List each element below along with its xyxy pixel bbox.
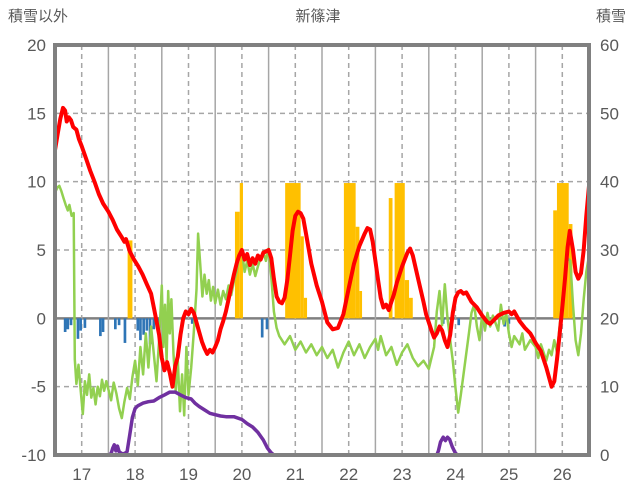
x-axis-tick: 19 [179, 465, 198, 484]
blue-bars-bar [123, 318, 127, 343]
precip-orange-bars-bar [127, 240, 133, 319]
left-axis-tick: -10 [21, 446, 46, 465]
x-axis-tick: 17 [72, 465, 91, 484]
x-axis-tick: 26 [553, 465, 572, 484]
blue-bars-bar [507, 318, 511, 324]
blue-bars-bar [142, 318, 145, 335]
blue-bars-bar [139, 318, 142, 341]
blue-bars-bar [79, 318, 82, 331]
blue-bars-bar [117, 318, 121, 326]
blue-bars-bar [152, 318, 156, 330]
precip-orange-bars-bar [285, 183, 301, 319]
x-axis-tick: 20 [232, 465, 251, 484]
blue-bars-bar [190, 318, 194, 324]
x-axis-tick: 25 [499, 465, 518, 484]
blue-bars-bar [114, 318, 117, 330]
right-axis-tick: 10 [600, 378, 619, 397]
left-axis-tick: 5 [37, 241, 46, 260]
x-axis-tick: 21 [286, 465, 305, 484]
blue-bars-bar [69, 318, 73, 326]
blue-bars-bar [101, 318, 105, 332]
blue-bars-bar [76, 318, 80, 339]
right-axis-tick: 60 [600, 36, 619, 55]
blue-bars-bar [260, 318, 264, 338]
right-axis-tick: 0 [600, 446, 609, 465]
precip-orange-bars-bar [404, 280, 410, 319]
red-line [54, 105, 590, 389]
left-axis-tick: 0 [37, 309, 46, 328]
blue-bars-bar [136, 318, 140, 331]
x-axis-tick: 22 [339, 465, 358, 484]
precip-orange-bars-bar [303, 297, 308, 319]
precip-orange-bars-bar [553, 210, 557, 319]
blue-bars-bar [63, 318, 67, 332]
blue-bars-bar [99, 318, 102, 337]
precip-orange-bars-bar [388, 198, 393, 319]
right-axis-tick: 20 [600, 309, 619, 328]
x-axis-tick: 18 [126, 465, 145, 484]
blue-bars-bar [265, 318, 269, 330]
left-axis-tick: 15 [27, 104, 46, 123]
right-axis-tick: 50 [600, 104, 619, 123]
precip-orange-bars-bar [343, 183, 356, 319]
plot-border [53, 43, 591, 457]
precip-orange-bars-bar [359, 291, 363, 319]
right-axis-tick: 30 [600, 241, 619, 260]
precip-orange-bars-bar [556, 183, 569, 319]
gridlines [55, 45, 589, 455]
blue-bars-bar [83, 318, 87, 328]
right-axis-tick: 40 [600, 173, 619, 192]
blue-bars-bar [145, 318, 149, 331]
precip-orange-bars-bar [300, 236, 304, 319]
chart-title: 新篠津 [295, 8, 341, 25]
blue-bars-bar [457, 318, 461, 326]
blue-bars-bar [66, 318, 70, 330]
left-axis-title: 積雪以外 [8, 8, 69, 25]
precip-orange-bars-bar [355, 226, 360, 319]
left-axis-tick: -5 [31, 378, 46, 397]
x-axis-tick: 24 [446, 465, 465, 484]
x-axis-tick: 23 [393, 465, 412, 484]
title-row: 積雪以外 新篠津 積雪 [0, 5, 636, 27]
left-axis-tick: 10 [27, 173, 46, 192]
left-axis-tick: 20 [27, 36, 46, 55]
precip-orange-bars-bar [409, 297, 413, 319]
precip-orange-bars-bar [394, 183, 405, 319]
right-axis-title: 積雪 [595, 8, 626, 25]
